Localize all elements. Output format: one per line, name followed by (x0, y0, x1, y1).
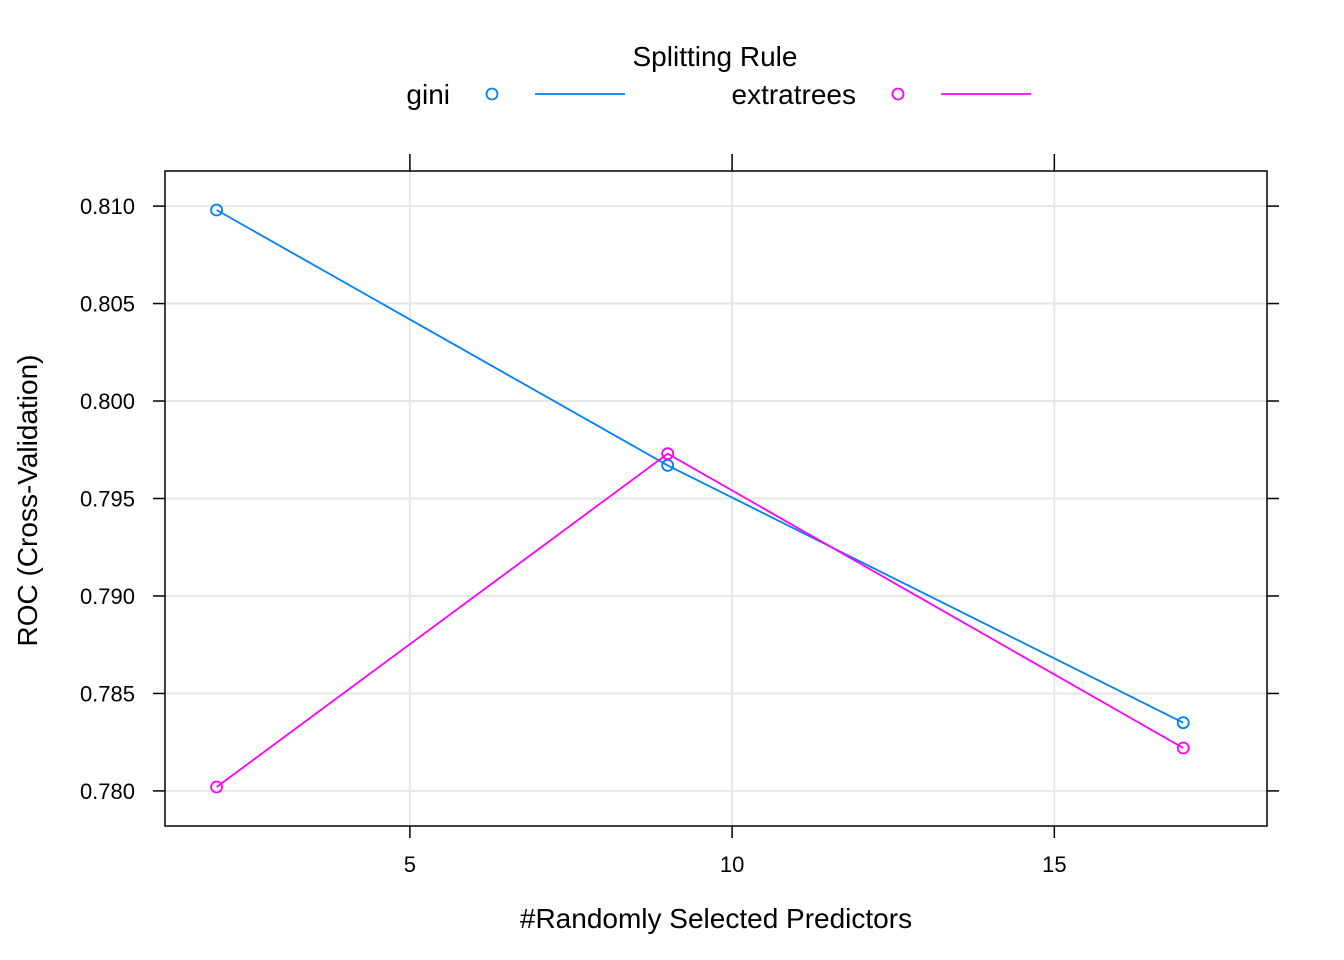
legend: gini extratrees (406, 79, 1031, 110)
y-tick-label: 0.800 (80, 389, 135, 414)
data-point-extratrees (661, 447, 675, 461)
x-tick-label: 5 (404, 852, 416, 877)
legend-marker-gini (485, 87, 499, 101)
legend-marker-extratrees (891, 87, 905, 101)
y-tick-label: 0.785 (80, 681, 135, 706)
axis-ticks: 0.780 0.785 0.790 0.795 0.800 0.805 0.810 5 10 15 (80, 154, 1279, 877)
series-layer (210, 203, 1190, 794)
legend-label-gini: gini (406, 79, 450, 110)
legend-title: Splitting Rule (633, 41, 798, 72)
series-line-gini (216, 209, 1184, 724)
y-tick-label: 0.790 (80, 584, 135, 609)
data-point-gini (210, 203, 223, 217)
legend-label-extratrees: extratrees (732, 79, 857, 110)
x-tick-label: 10 (720, 852, 744, 877)
y-tick-label: 0.810 (80, 194, 135, 219)
series-line-extratrees (216, 452, 1184, 788)
x-tick-label: 15 (1042, 852, 1066, 877)
x-axis-label: #Randomly Selected Predictors (520, 903, 912, 934)
y-tick-label: 0.795 (80, 487, 135, 512)
grid-lines (165, 171, 1267, 826)
y-tick-label: 0.805 (80, 292, 135, 317)
data-point-gini (1176, 716, 1190, 730)
y-axis-label: ROC (Cross-Validation) (12, 355, 43, 647)
data-point-extratrees (210, 780, 223, 794)
data-point-extratrees (1176, 741, 1190, 755)
y-tick-label: 0.780 (80, 779, 135, 804)
